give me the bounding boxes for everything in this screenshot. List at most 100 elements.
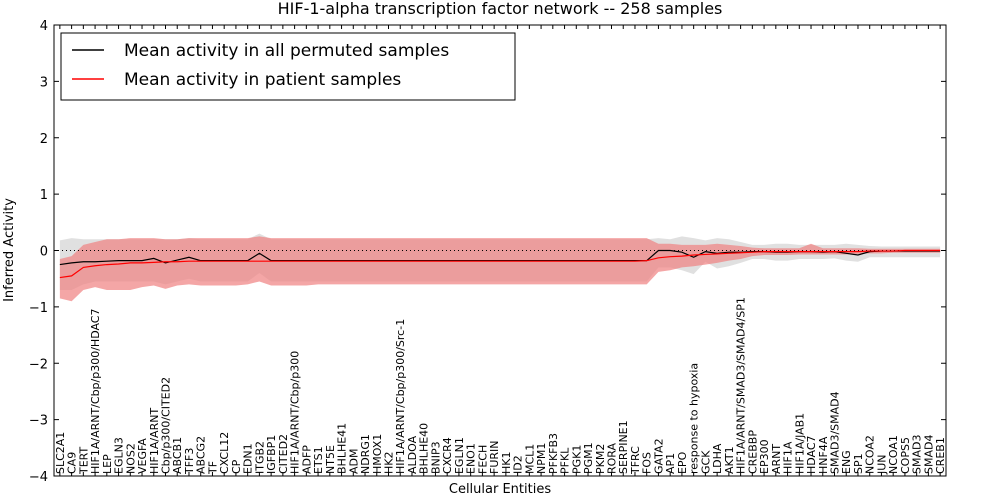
- x-tick-label: JUN: [875, 454, 888, 475]
- y-tick-label: −3: [29, 414, 48, 429]
- x-tick-label: CREB1: [934, 437, 947, 474]
- x-axis-ticks: [59, 25, 941, 476]
- x-tick-label: EDN1: [242, 443, 255, 474]
- x-tick-label: SMAD3/SMAD4: [829, 391, 842, 474]
- x-tick-label: TFRC: [629, 446, 642, 475]
- y-axis: −4 −3 −2 −1 0 1 2 3 4: [29, 19, 946, 485]
- x-tick-label: BHLHE40: [418, 423, 431, 474]
- x-tick-label: FECH: [476, 445, 489, 474]
- x-tick-label: TF: [206, 461, 219, 475]
- x-tick-label: EGLN3: [113, 437, 126, 474]
- x-tick-label: PGM1: [582, 442, 595, 474]
- x-tick-label: NCOA2: [864, 435, 877, 474]
- x-tick-label: SMAD4: [922, 435, 935, 474]
- y-tick-label: 2: [40, 132, 48, 147]
- x-tick-label: MCL1: [523, 444, 536, 474]
- series-lines: [59, 249, 941, 279]
- x-tick-label: AKT1: [723, 446, 736, 474]
- x-tick-label: ABCG2: [195, 436, 208, 474]
- series-line-1: [59, 249, 941, 279]
- legend-entry-patient: Mean activity in patient samples: [124, 70, 401, 90]
- x-tick-label: ENO1: [465, 443, 478, 474]
- x-tick-label: HIF1A: [782, 441, 795, 474]
- x-tick-label: ADM: [347, 449, 360, 475]
- x-tick-label: HK2: [383, 452, 396, 474]
- x-tick-label: TFF3: [183, 448, 196, 475]
- x-axis-label: Cellular Entities: [449, 482, 551, 497]
- x-tick-label: LEP: [101, 454, 114, 474]
- y-tick-label: −1: [29, 301, 48, 316]
- x-tick-label: BHLHE41: [336, 423, 349, 474]
- x-tick-label: EPO: [676, 451, 689, 474]
- x-tick-label: SMAD3: [911, 435, 924, 474]
- x-tick-label: HIF1A/JAB1: [793, 413, 806, 474]
- x-tick-label: ID2: [512, 455, 525, 474]
- x-tick-label: CXCR4: [441, 437, 454, 474]
- y-tick-label: 4: [40, 19, 48, 34]
- x-tick-label: NDRG1: [359, 434, 372, 474]
- x-tick-label: VEGFA: [136, 438, 149, 474]
- x-axis-tick-labels: SLC2A1CA9TERTHIF1A/ARNT/Cbp/p300/HDAC7LE…: [54, 297, 947, 475]
- x-tick-label: ALDOA: [406, 435, 419, 474]
- plot-frame: [53, 24, 947, 477]
- x-tick-label: HIF1A/ARNT/SMAD3/SMAD4/SP1: [735, 297, 748, 474]
- x-tick-label: TERT: [77, 446, 90, 475]
- x-tick-label: NPM1: [535, 443, 548, 474]
- x-tick-label: HDAC7: [805, 435, 818, 474]
- x-tick-label: ENG: [840, 450, 853, 474]
- x-tick-label: NT5E: [324, 445, 337, 474]
- x-tick-label: ETS1: [312, 446, 325, 474]
- x-tick-label: COPS5: [899, 437, 912, 474]
- confidence-bands: [59, 233, 941, 302]
- x-tick-label: RORA: [606, 443, 619, 474]
- x-tick-label: GATA2: [652, 438, 665, 474]
- x-tick-label: PKM2: [594, 444, 607, 474]
- x-tick-label: GCK: [699, 450, 712, 474]
- x-tick-label: Cbp/p300/CITED2: [160, 377, 173, 474]
- x-tick-label: NOS2: [124, 443, 137, 474]
- x-tick-label: ITGB2: [253, 441, 266, 474]
- legend-entry-permuted: Mean activity in all permuted samples: [124, 41, 449, 61]
- x-tick-label: EP300: [758, 439, 771, 474]
- x-tick-label: SLC2A1: [54, 432, 67, 474]
- x-tick-label: CXCL12: [218, 432, 231, 474]
- x-tick-label: CITED2: [277, 434, 290, 474]
- y-axis-label: Inferred Activity: [2, 198, 17, 302]
- x-tick-label: FURIN: [488, 440, 501, 474]
- x-tick-label: ADFP: [300, 445, 313, 474]
- x-tick-label: EGLN1: [453, 437, 466, 474]
- x-tick-label: LDHA: [711, 443, 724, 474]
- x-tick-label: PFKFB3: [547, 433, 560, 474]
- x-tick-label: CREBBP: [746, 430, 759, 474]
- x-tick-label: NCOA1: [887, 435, 900, 474]
- x-tick-label: SERPINE1: [617, 420, 630, 474]
- x-tick-label: CP: [230, 459, 243, 474]
- y-tick-label: 3: [40, 75, 48, 90]
- x-tick-label: CA9: [66, 452, 79, 474]
- x-tick-label: SP1: [852, 453, 865, 474]
- y-tick-label: 0: [40, 245, 48, 260]
- x-tick-label: FOS: [641, 452, 654, 474]
- x-tick-label: HIF1A/ARNT: [148, 408, 161, 474]
- x-tick-label: BNIP3: [429, 441, 442, 474]
- y-tick-label: −2: [29, 357, 48, 372]
- x-tick-label: HK1: [500, 452, 513, 474]
- x-tick-label: HIF1A/ARNT/Cbp/p300/Src-1: [394, 319, 407, 474]
- x-tick-label: HIF1A/ARNT/Cbp/p300/HDAC7: [89, 309, 102, 475]
- x-tick-label: IGFBP1: [265, 435, 278, 474]
- chart-title: HIF-1-alpha transcription factor network…: [278, 0, 723, 18]
- x-tick-label: AP1: [664, 453, 677, 474]
- x-tick-label: ABCB1: [171, 437, 184, 474]
- legend: Mean activity in all permuted samples Me…: [60, 32, 516, 101]
- x-tick-label: HNF4A: [817, 436, 830, 474]
- y-tick-label: −4: [29, 470, 48, 485]
- x-tick-label: ARNT: [770, 444, 783, 474]
- x-tick-label: PFKL: [559, 447, 572, 474]
- x-tick-label: response to hypoxia: [688, 363, 701, 474]
- y-tick-label: 1: [40, 188, 48, 203]
- x-tick-label: HIF1A/ARNT/Cbp/p300: [289, 351, 302, 474]
- legend-box: [60, 32, 516, 101]
- x-tick-label: HMOX1: [371, 434, 384, 474]
